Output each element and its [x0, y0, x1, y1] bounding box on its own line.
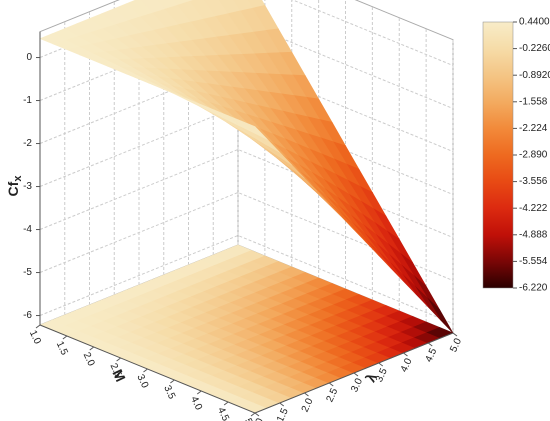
x-tick-label: 2.0	[81, 351, 97, 369]
x-tick-label: 3.5	[161, 384, 177, 402]
z-tick-label: -3	[23, 181, 32, 192]
z-axis-label-sub: x	[12, 175, 24, 182]
y-tick-label: 3.0	[349, 376, 365, 394]
x-tick	[35, 324, 41, 329]
colorbar-tick-label: -2.890	[519, 150, 548, 161]
x-tick	[62, 335, 68, 340]
grid-line	[39, 234, 454, 324]
y-tick-label: 4.0	[399, 356, 415, 374]
y-tick-label: 5.0	[448, 336, 464, 354]
colorbar-tick-label: -2.224	[519, 123, 548, 134]
z-tick-label: -1	[23, 95, 32, 106]
y-tick	[403, 352, 408, 357]
x-tick-label: 1.5	[54, 340, 70, 358]
z-tick-label: -4	[23, 224, 32, 235]
y-tick	[378, 362, 384, 367]
y-tick-label: 2.5	[325, 386, 341, 404]
colorbar-tick-label: -3.556	[519, 176, 548, 187]
y-tick	[427, 342, 433, 347]
y-tick	[353, 372, 359, 377]
colorbar-tick-label: -6.220	[519, 283, 548, 294]
x-tick	[116, 357, 121, 362]
grid-line	[39, 148, 454, 238]
y-tick	[304, 392, 309, 397]
y-tick-label: 1.5	[275, 406, 291, 421]
z-tick-label: -2	[23, 138, 32, 149]
y-tick	[279, 402, 285, 407]
x-tick	[196, 390, 202, 395]
x-tick-label: 4.5	[215, 406, 231, 421]
y-tick	[452, 332, 458, 337]
y-tick	[254, 412, 260, 417]
x-tick-label: 3.0	[134, 373, 150, 391]
x-tick-label: 2.5	[108, 362, 124, 380]
colorbar-tick-label: 0.4400	[519, 17, 550, 28]
y-tick-label: 4.5	[424, 346, 440, 364]
x-tick	[89, 346, 95, 351]
y-tick-label: 1.0	[250, 416, 266, 421]
x-tick	[170, 379, 175, 384]
grid-line	[39, 62, 454, 152]
surface-cell	[241, 120, 268, 140]
grid-line	[39, 105, 454, 195]
x-tick	[223, 401, 229, 406]
grid-line	[39, 19, 454, 109]
colorbar-tick-label: -4.888	[519, 229, 548, 240]
colorbar-tick-label: -0.2260	[519, 43, 550, 54]
colorbar-tick-label: -4.222	[519, 203, 548, 214]
z-axis-label-main: Cf	[5, 181, 21, 196]
colorbar-tick-label: -5.554	[519, 256, 548, 267]
colorbar	[482, 21, 514, 289]
z-axis-label: Cfx	[5, 175, 24, 197]
x-tick-label: 5.0	[242, 417, 258, 421]
x-tick	[143, 368, 148, 373]
y-tick-label: 3.5	[374, 366, 390, 384]
x-tick-label: 4.0	[188, 395, 204, 413]
y-tick-label: 2.0	[300, 396, 316, 414]
z-tick-label: -5	[23, 267, 32, 278]
colorbar-tick-label: -1.558	[519, 96, 548, 107]
y-tick	[328, 382, 334, 387]
colorbar-tick-label: -0.8920	[519, 70, 550, 81]
z-tick-label: 0	[26, 52, 32, 63]
x-tick-label: 1.0	[27, 329, 43, 347]
grid-line	[39, 191, 454, 281]
x-tick	[250, 412, 256, 417]
z-tick-label: -6	[23, 310, 32, 321]
